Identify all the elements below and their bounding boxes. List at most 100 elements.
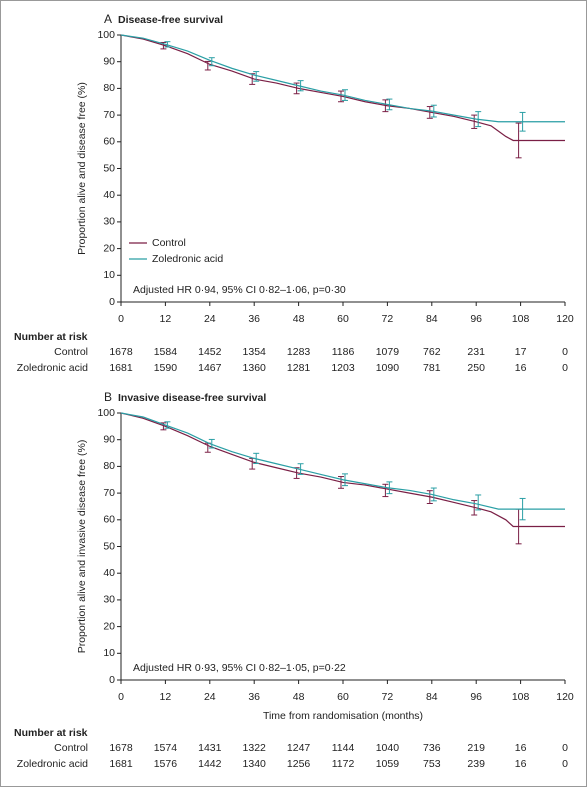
legend-label: Control xyxy=(152,237,186,249)
y-tick-label: 0 xyxy=(109,674,115,686)
x-tick-label: 0 xyxy=(118,313,124,325)
error-bar xyxy=(471,114,478,129)
x-axis-label: Time from randomisation (months) xyxy=(263,710,423,722)
annotation: Adjusted HR 0·94, 95% CI 0·82–1·06, p=0·… xyxy=(133,284,346,296)
y-tick-label: 80 xyxy=(103,82,115,94)
chart-title: Disease-free survival xyxy=(118,14,223,26)
error-bar xyxy=(208,438,215,449)
risk-count: 1584 xyxy=(154,346,178,358)
x-tick-label: 84 xyxy=(426,691,438,703)
y-tick-label: 0 xyxy=(109,296,115,308)
risk-count: 1144 xyxy=(332,742,355,754)
error-bar xyxy=(382,99,389,113)
risk-count: 250 xyxy=(467,362,485,374)
risk-count: 0 xyxy=(562,742,568,754)
risk-count: 736 xyxy=(423,742,441,754)
x-tick-label: 36 xyxy=(248,313,260,325)
risk-count: 239 xyxy=(467,758,485,770)
survival-curve xyxy=(120,412,565,510)
error-bar xyxy=(164,41,171,48)
risk-count: 1281 xyxy=(287,362,311,374)
risk-count: 1576 xyxy=(154,758,178,770)
annotation: Adjusted HR 0·93, 95% CI 0·82–1·05, p=0·… xyxy=(133,662,346,674)
error-bar xyxy=(519,111,526,132)
risk-count: 1354 xyxy=(243,346,267,358)
error-bar xyxy=(426,490,433,505)
risk-count: 1574 xyxy=(154,742,178,754)
risk-count: 1090 xyxy=(376,362,400,374)
error-bar xyxy=(164,421,171,429)
error-bar xyxy=(342,89,348,101)
risk-count: 1256 xyxy=(287,758,311,770)
risk-count: 1681 xyxy=(109,758,133,770)
risk-count: 1040 xyxy=(376,742,400,754)
risk-count: 1079 xyxy=(376,346,400,358)
risk-count: 1172 xyxy=(332,758,355,770)
risk-count: 1467 xyxy=(198,362,222,374)
risk-count: 1186 xyxy=(332,346,355,358)
error-bar xyxy=(475,111,482,128)
error-bar xyxy=(430,487,437,502)
y-tick-label: 70 xyxy=(103,109,115,121)
risk-count: 17 xyxy=(515,346,527,358)
y-tick-label: 20 xyxy=(103,620,115,632)
risk-count: 1678 xyxy=(109,742,133,754)
error-bar xyxy=(430,104,437,118)
risk-row-name: Zoledronic acid xyxy=(17,362,88,374)
risk-count: 753 xyxy=(423,758,441,770)
x-tick-label: 0 xyxy=(118,691,124,703)
error-bar xyxy=(382,483,389,498)
y-axis-label: Proportion alive and invasive disease fr… xyxy=(76,440,88,654)
error-bar xyxy=(338,476,344,489)
y-tick-label: 60 xyxy=(103,136,115,148)
error-bar xyxy=(208,57,215,67)
risk-count: 781 xyxy=(423,362,441,374)
legend-label: Zoledronic acid xyxy=(152,253,223,265)
y-tick-label: 30 xyxy=(103,216,115,228)
risk-count: 231 xyxy=(467,346,485,358)
error-bar xyxy=(253,71,260,82)
error-bar xyxy=(297,463,304,475)
x-tick-label: 36 xyxy=(248,691,260,703)
survival-curve xyxy=(120,34,565,142)
x-tick-label: 84 xyxy=(426,313,438,325)
x-tick-label: 96 xyxy=(470,313,482,325)
x-tick-label: 48 xyxy=(293,313,305,325)
x-tick-label: 24 xyxy=(204,313,216,325)
panel-label: B xyxy=(104,390,112,404)
y-tick-label: 90 xyxy=(103,433,115,445)
x-tick-label: 120 xyxy=(556,313,574,325)
x-tick-label: 60 xyxy=(337,691,349,703)
x-tick-label: 72 xyxy=(382,313,394,325)
x-tick-label: 12 xyxy=(160,691,172,703)
risk-count: 1442 xyxy=(198,758,222,770)
x-tick-label: 24 xyxy=(204,691,216,703)
risk-count: 16 xyxy=(515,362,527,374)
risk-count: 1247 xyxy=(287,742,311,754)
y-tick-label: 10 xyxy=(103,647,115,659)
risk-count: 16 xyxy=(515,758,527,770)
survival-curve xyxy=(120,412,565,528)
risk-count: 1678 xyxy=(109,346,133,358)
error-bar xyxy=(253,452,260,464)
error-bar xyxy=(342,473,348,487)
risk-count: 219 xyxy=(467,742,485,754)
risk-count: 1322 xyxy=(243,742,267,754)
risk-count: 1203 xyxy=(331,362,355,374)
error-bar xyxy=(338,90,344,103)
risk-count: 1452 xyxy=(198,346,222,358)
risk-count: 0 xyxy=(562,758,568,770)
y-tick-label: 10 xyxy=(103,269,115,281)
y-tick-label: 40 xyxy=(103,567,115,579)
x-tick-label: 60 xyxy=(337,313,349,325)
risk-count: 1283 xyxy=(287,346,311,358)
error-bar xyxy=(204,60,211,71)
risk-row-name: Control xyxy=(54,742,88,754)
x-tick-label: 12 xyxy=(160,313,172,325)
error-bar xyxy=(426,106,433,119)
error-bar xyxy=(297,80,304,92)
error-bar xyxy=(519,497,526,521)
y-tick-label: 60 xyxy=(103,514,115,526)
